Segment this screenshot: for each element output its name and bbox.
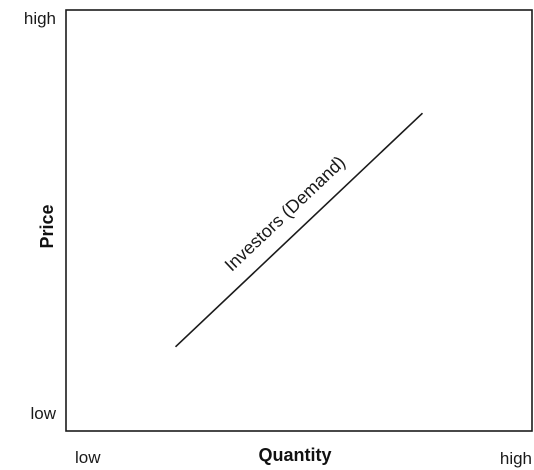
y-axis-title: Price (37, 204, 57, 248)
plot-frame (65, 9, 533, 432)
x-tick-label-low: low (75, 448, 101, 467)
y-tick-label-high: high (24, 9, 56, 28)
y-tick-label-low: low (30, 404, 56, 423)
series-label-0: Investors (Demand) (221, 152, 350, 275)
x-axis-title: Quantity (258, 445, 331, 465)
series-line-0 (174, 112, 424, 348)
x-tick-label-high: high (500, 449, 532, 468)
series-layer: Investors (Demand) (174, 112, 424, 348)
tick-labels: high low low high (24, 9, 532, 468)
axes (65, 9, 533, 432)
